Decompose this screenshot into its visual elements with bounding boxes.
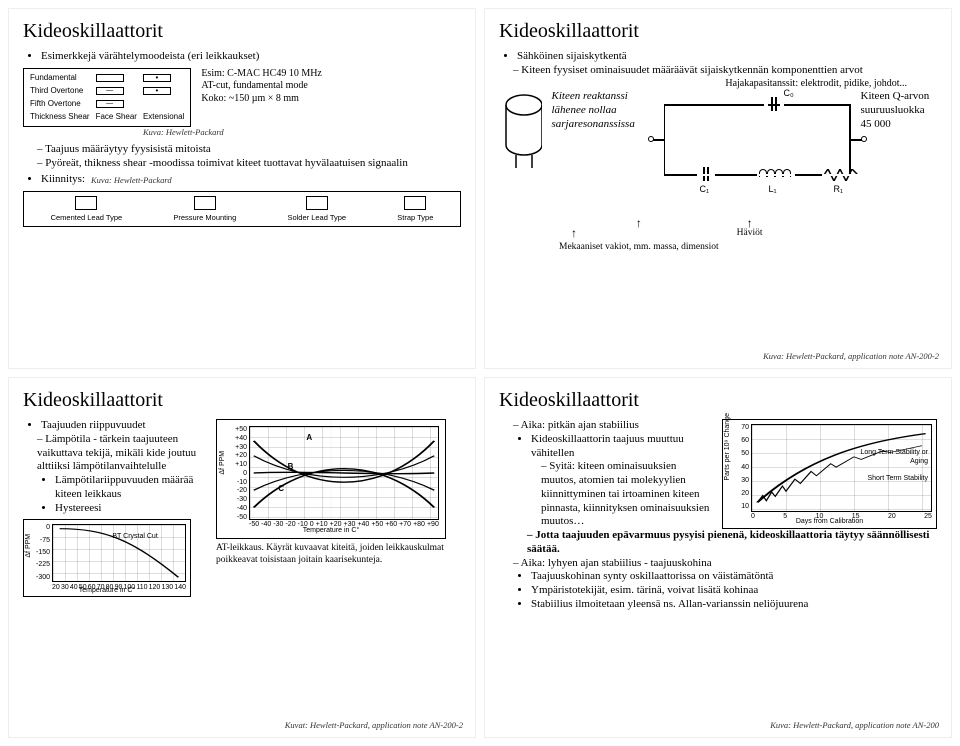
sub-bullet-bold: Jotta taajuuden epävarmuus pysyisi piene…	[527, 529, 937, 557]
c0-label: C₀	[784, 88, 794, 99]
slide-tl: Kideoskillaattorit Esimerkkejä värähtely…	[8, 8, 476, 369]
mode-bottom: Extensional	[143, 112, 184, 122]
mode-icon	[143, 87, 171, 95]
figure-credit: Kuva: Hewlett-Packard, application note …	[770, 720, 939, 731]
equivalent-circuit: C₀ C₁ L₁ R₁	[664, 94, 851, 204]
slide-title: Kideoskillaattorit	[499, 19, 937, 44]
mode-icon	[96, 100, 124, 108]
lt-label: Long Term Stability or Aging	[858, 449, 928, 467]
mounting-types-figure: Cemented Lead Type Pressure Mounting Sol…	[23, 191, 461, 227]
xlabel: Temperature in C°	[24, 587, 190, 596]
mount-icon	[194, 196, 216, 210]
figure-credit: Kuva: Hewlett-Packard, application note …	[763, 351, 939, 362]
slide-tr: Kideoskillaattorit Sähköinen sijaiskytke…	[484, 8, 952, 369]
sub2-bullet: Kideoskillaattorin taajuus muuttuu vähit…	[531, 433, 714, 461]
bullet: Esimerkkejä värähtelymoodeista (eri leik…	[41, 50, 461, 64]
mount-icon	[75, 196, 97, 210]
sub-bullet: Taajuus määräytyy fyysisistä mitoista	[37, 143, 461, 157]
mode-bottom: Face Shear	[96, 112, 137, 122]
at-caption: AT-leikkaus. Käyrät kuvaavat kiteitä, jo…	[216, 543, 446, 567]
mode-icon	[143, 74, 171, 82]
c1-label: C₁	[700, 184, 710, 195]
arrow-up-icon: ↑	[737, 218, 763, 228]
xlabel: Days from Calibration	[723, 518, 936, 527]
mode-icon	[96, 87, 124, 95]
sub2-bullet: Hystereesi	[55, 502, 208, 516]
sub3-bullet: Syitä: kiteen ominaisuuksien muutos, ato…	[541, 460, 714, 529]
curve-letter: C	[278, 484, 284, 494]
slide-title: Kideoskillaattorit	[23, 388, 461, 413]
sub2-bullet: Lämpötilariippuvuuden määrää kiteen leik…	[55, 474, 208, 502]
figure-credit: Kuvat: Hewlett-Packard, application note…	[285, 720, 463, 731]
yticks: 0 -75 -150 -225 -300	[34, 524, 50, 582]
sub-bullet: Kiteen fyysiset ominaisuudet määräävät s…	[513, 64, 937, 78]
dim-line: AT-cut, fundamental mode	[201, 80, 322, 93]
figure-credit: Kuva: Hewlett-Packard	[143, 127, 461, 138]
bullet: Taajuuden riippuvuudet	[41, 419, 208, 433]
capacitor-c0-icon	[767, 97, 781, 111]
stability-graph: Parts per 10⁹ Change 70605040302010 Long…	[722, 419, 937, 529]
dim-line: Koko: ~150 µm × 8 mm	[201, 93, 322, 106]
crystal-dimensions: Esim: C-MAC HC49 10 MHz AT-cut, fundamen…	[201, 68, 322, 127]
at-cut-graph: Δf PPM +50+40+30+20+100-10-20-30-40-50 A…	[216, 419, 446, 539]
arrow-up-icon: ↑	[559, 218, 719, 228]
mount-label: Kiinnitys:	[41, 173, 85, 187]
mode-label: Third Overtone	[30, 86, 90, 96]
slide-title: Kideoskillaattorit	[23, 19, 461, 44]
l1-label: L₁	[769, 184, 777, 195]
dim-line: Esim: C-MAC HC49 10 MHz	[201, 68, 322, 81]
ylabel: Δf PPM	[219, 451, 228, 475]
reactance-note: Kiteen reaktanssi lähenee nollaa sarjare…	[552, 90, 654, 131]
xlabel: Temperature in C°	[217, 527, 445, 536]
yticks: 70605040302010	[733, 424, 749, 512]
curve-letter: B	[288, 462, 294, 472]
sub2-bullet: Ympäristotekijät, esim. tärinä, voivat l…	[531, 584, 937, 598]
yticks: +50+40+30+20+100-10-20-30-40-50	[231, 426, 247, 520]
mode-label: Fundamental	[30, 73, 90, 83]
mount-icon	[404, 196, 426, 210]
ylabel: Parts per 10⁹ Change	[724, 413, 733, 481]
mode-bottom: Thickness Shear	[30, 112, 90, 122]
ylabel: Δf PPM	[25, 534, 34, 558]
mode-icon	[96, 74, 124, 82]
q-note: Kiteen Q-arvon suuruusluokka 45 000	[861, 90, 938, 131]
sub-bullet: Lämpötila - tärkein taajuuteen vaikuttav…	[37, 433, 208, 474]
sub-bullet: Aika: lyhyen ajan stabiilius - taajuusko…	[513, 557, 937, 571]
slide-br: Kideoskillaattorit Aika: pitkän ajan sta…	[484, 377, 952, 738]
slide-bl: Kideoskillaattorit Taajuuden riippuvuude…	[8, 377, 476, 738]
bt-cut-graph: Δf PPM 0 -75 -150 -225 -300 BT Crystal C…	[23, 519, 191, 597]
crystal-can-icon	[499, 90, 542, 170]
sub2-bullet: Taajuuskohinan synty oskillaattorissa on…	[531, 570, 937, 584]
loss-label: ↑ Häviöt	[737, 218, 763, 254]
arrow-up-icon: ↑	[571, 226, 577, 240]
slide-title: Kideoskillaattorit	[499, 388, 937, 413]
bullet: Sähköinen sijaiskytkentä	[517, 50, 937, 64]
parasitic-label: Hajakapasitanssit: elektrodit, pidike, j…	[725, 78, 907, 91]
mount-type: Pressure Mounting	[173, 213, 236, 222]
st-label: Short Term Stability	[858, 475, 928, 484]
mount-icon	[306, 196, 328, 210]
mech-label: ↑ ↑ Mekaaniset vakiot, mm. massa, dimens…	[559, 218, 719, 254]
sub-bullet: Aika: pitkän ajan stabiilius	[513, 419, 714, 433]
curve-letter: A	[306, 433, 312, 443]
sub-bullet: Pyöreät, thikness shear -moodissa toimiv…	[37, 157, 461, 171]
sub2-bullet: Stabiilius ilmoitetaan yleensä ns. Allan…	[531, 598, 937, 612]
crystal-modes-figure: Fundamental Third Overtone Fifth Overton…	[23, 68, 191, 127]
bt-title: BT Crystal Cut	[112, 533, 157, 542]
mount-type: Solder Lead Type	[287, 213, 346, 222]
figure-credit: Kuva: Hewlett-Packard	[91, 175, 172, 186]
mount-type: Cemented Lead Type	[51, 213, 123, 222]
mount-type: Strap Type	[397, 213, 433, 222]
r1-label: R₁	[834, 184, 844, 195]
mode-label: Fifth Overtone	[30, 99, 90, 109]
